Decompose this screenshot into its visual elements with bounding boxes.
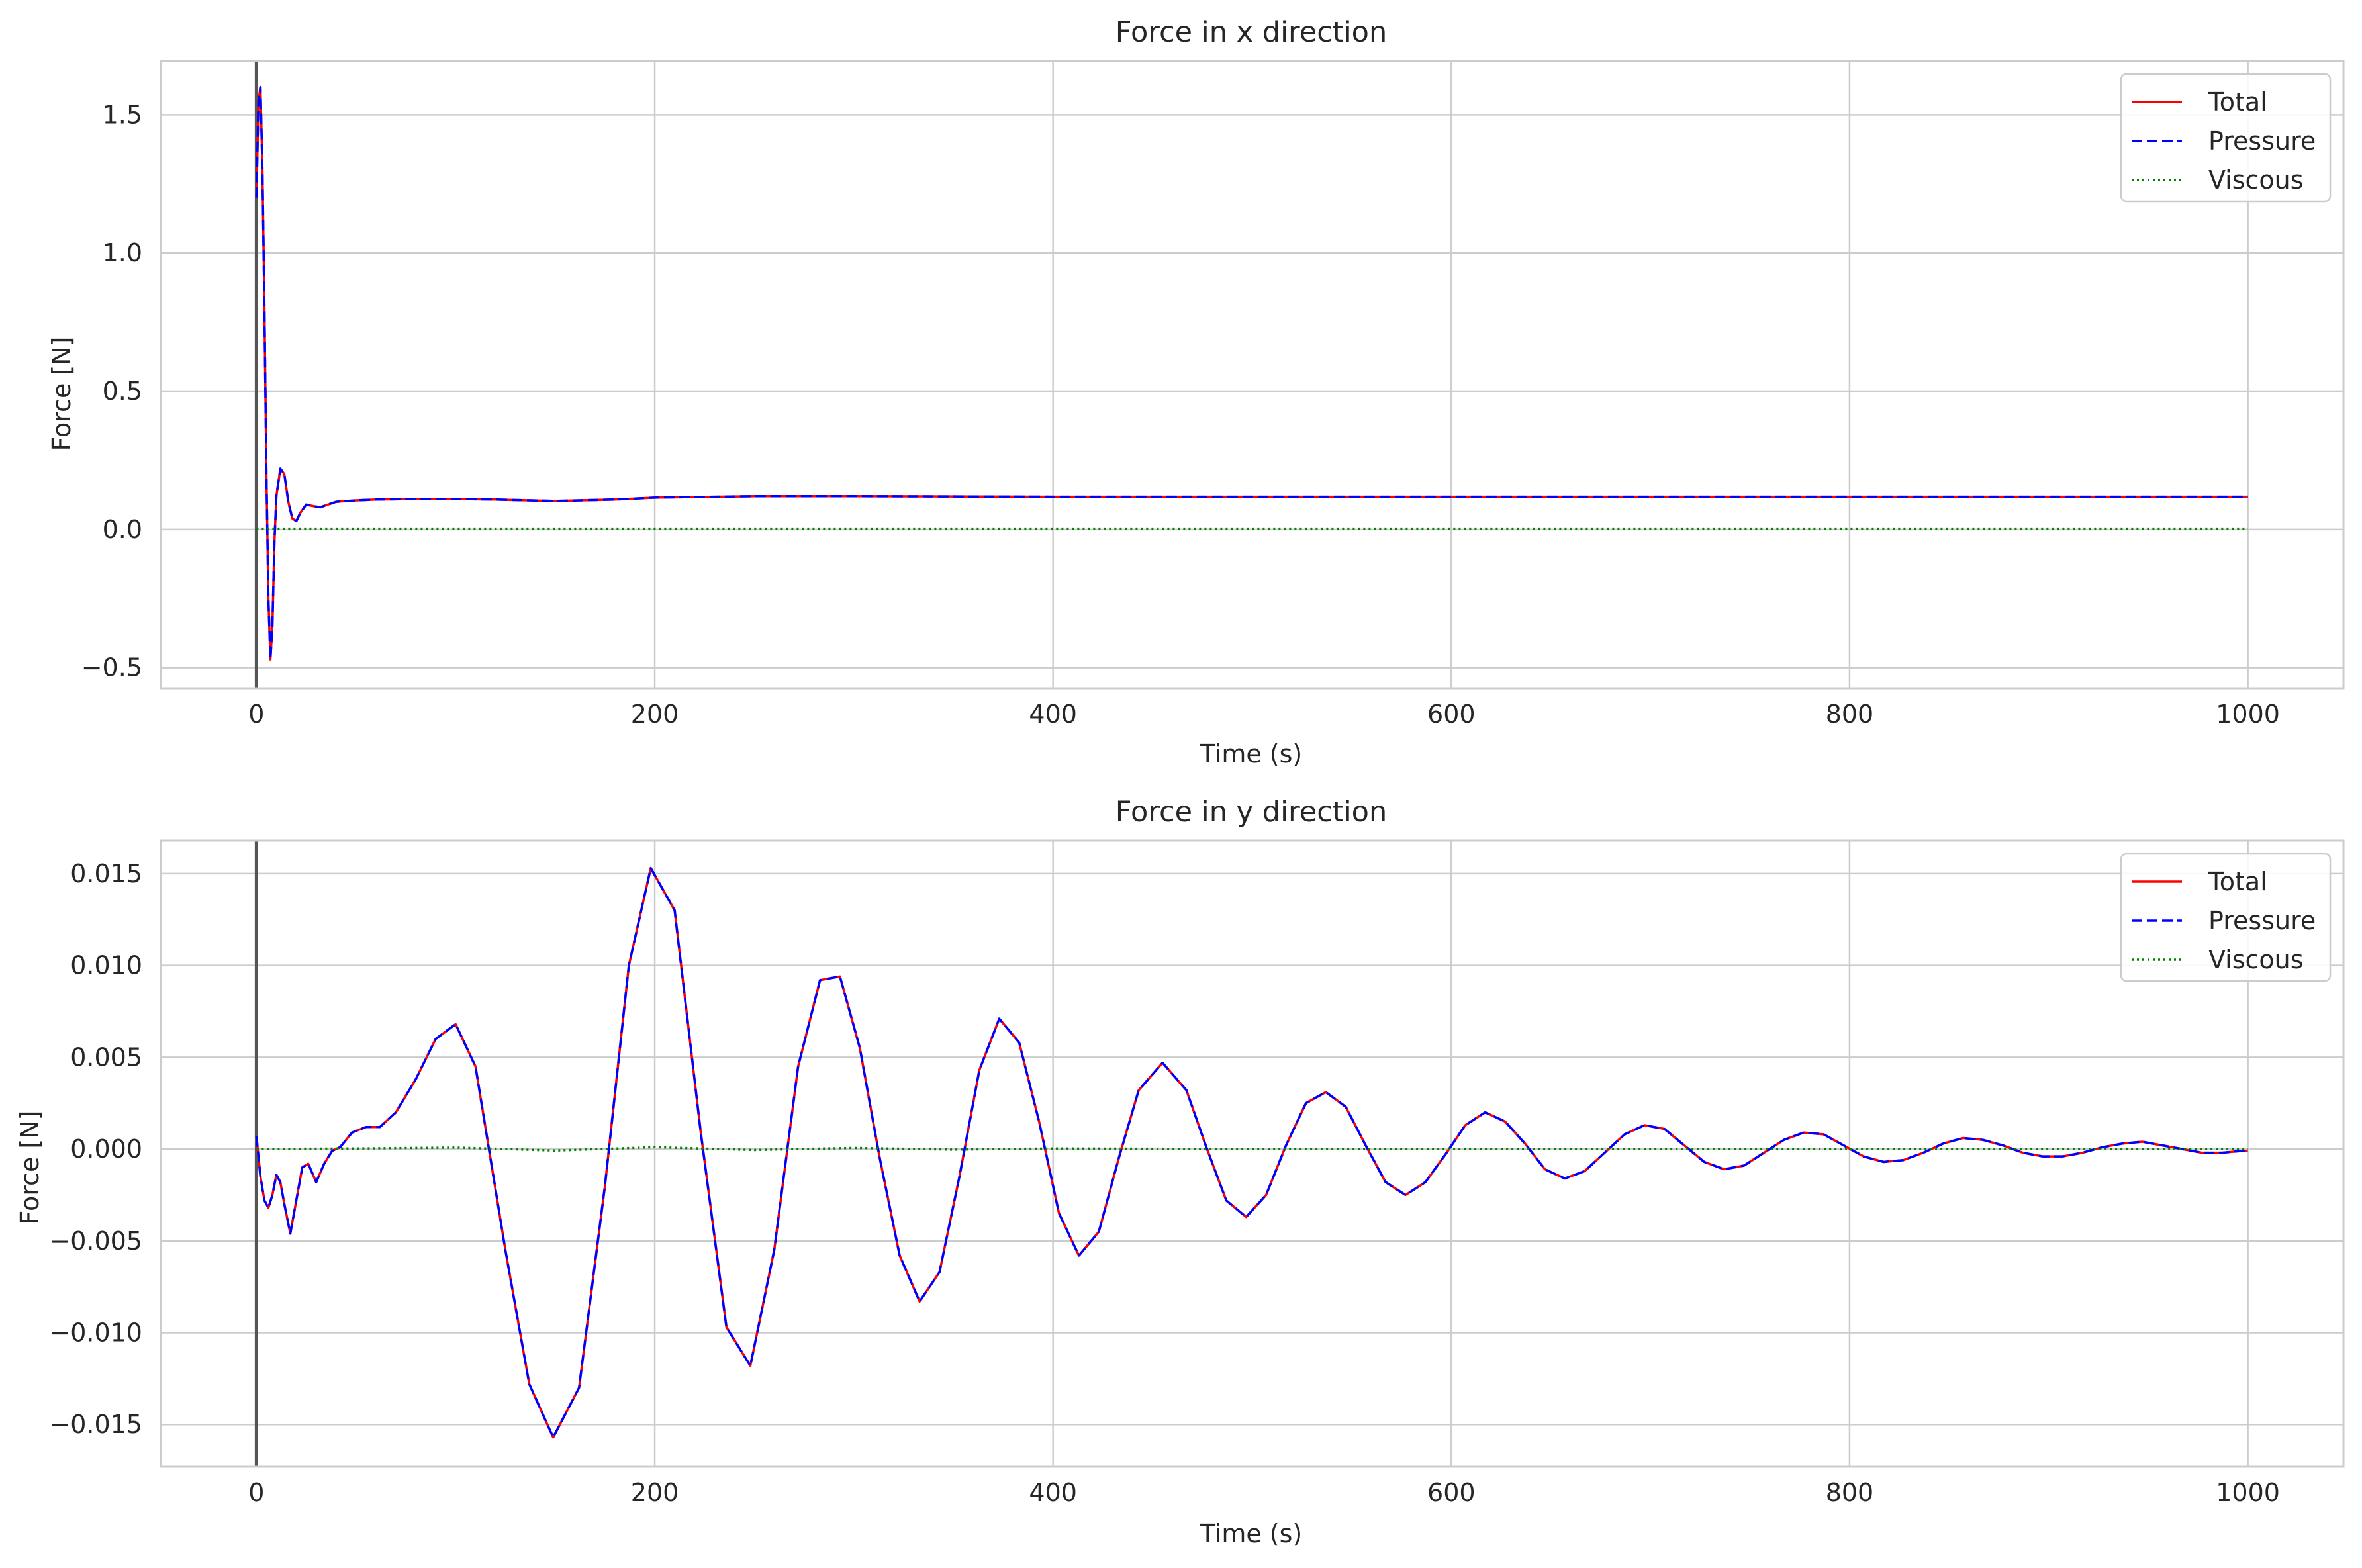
x-tick-label: 800 xyxy=(1826,700,1874,729)
x-tick-label: 400 xyxy=(1029,700,1077,729)
y-tick-label: 1.5 xyxy=(103,100,142,129)
axes-frame xyxy=(160,60,2345,690)
legend-label: Pressure xyxy=(2208,906,2316,935)
x-axis-label: Time (s) xyxy=(1200,739,1303,768)
series-line-viscous xyxy=(256,1146,2248,1152)
y-tick-label: 0.005 xyxy=(70,1042,142,1072)
legend-frame xyxy=(2120,853,2332,982)
x-tick-label: 600 xyxy=(1427,700,1476,729)
legend-label: Viscous xyxy=(2208,945,2304,974)
y-tick-label: −0.5 xyxy=(81,653,142,682)
x-tick-label: 600 xyxy=(1427,1478,1476,1507)
x-tick-label: 1000 xyxy=(2216,1478,2280,1507)
chart-title: Force in x direction xyxy=(1115,16,1387,49)
subplot-force-y: Force in y direction 0 200 400 600 800 1000 −0… xyxy=(15,796,2345,1548)
y-axis-label: Force [N] xyxy=(15,1111,44,1225)
x-tick-label: 0 xyxy=(248,1478,264,1507)
legend: Total Pressure Viscous xyxy=(2120,73,2332,203)
legend-label: Total xyxy=(2208,87,2267,116)
legend-frame xyxy=(2120,73,2332,203)
subplot-force-x: Force in x direction 0 200 400 600 800 1000 −0… xyxy=(47,16,2345,768)
x-tick-label: 1000 xyxy=(2216,700,2280,729)
y-tick-label: −0.015 xyxy=(49,1410,142,1439)
series-line-total xyxy=(255,85,2248,661)
x-tick-label: 800 xyxy=(1826,1478,1874,1507)
series-line-total xyxy=(255,866,2248,1439)
y-axis-label: Force [N] xyxy=(47,337,76,451)
y-tick-label: 0.0 xyxy=(103,515,142,544)
y-tick-label: 1.0 xyxy=(103,238,142,267)
x-tick-label: 400 xyxy=(1029,1478,1077,1507)
y-tick-label: 0.5 xyxy=(103,377,142,406)
x-tick-label: 200 xyxy=(631,700,679,729)
legend-label: Pressure xyxy=(2208,126,2316,156)
axes-frame xyxy=(160,839,2345,1468)
y-tick-label: −0.010 xyxy=(49,1318,142,1347)
legend: Total Pressure Viscous xyxy=(2120,853,2332,982)
y-tick-label: 0.000 xyxy=(70,1134,142,1164)
y-tick-label: 0.010 xyxy=(70,951,142,980)
x-axis-label: Time (s) xyxy=(1200,1519,1303,1548)
chart-title: Force in y direction xyxy=(1115,796,1387,829)
y-tick-label: −0.005 xyxy=(49,1226,142,1256)
legend-label: Total xyxy=(2208,867,2267,896)
series-line-pressure xyxy=(255,866,2248,1439)
x-tick-label: 0 xyxy=(248,700,264,729)
y-tick-label: 0.015 xyxy=(70,859,142,888)
legend-label: Viscous xyxy=(2208,165,2304,195)
x-tick-label: 200 xyxy=(631,1478,679,1507)
series-line-pressure xyxy=(255,85,2248,661)
